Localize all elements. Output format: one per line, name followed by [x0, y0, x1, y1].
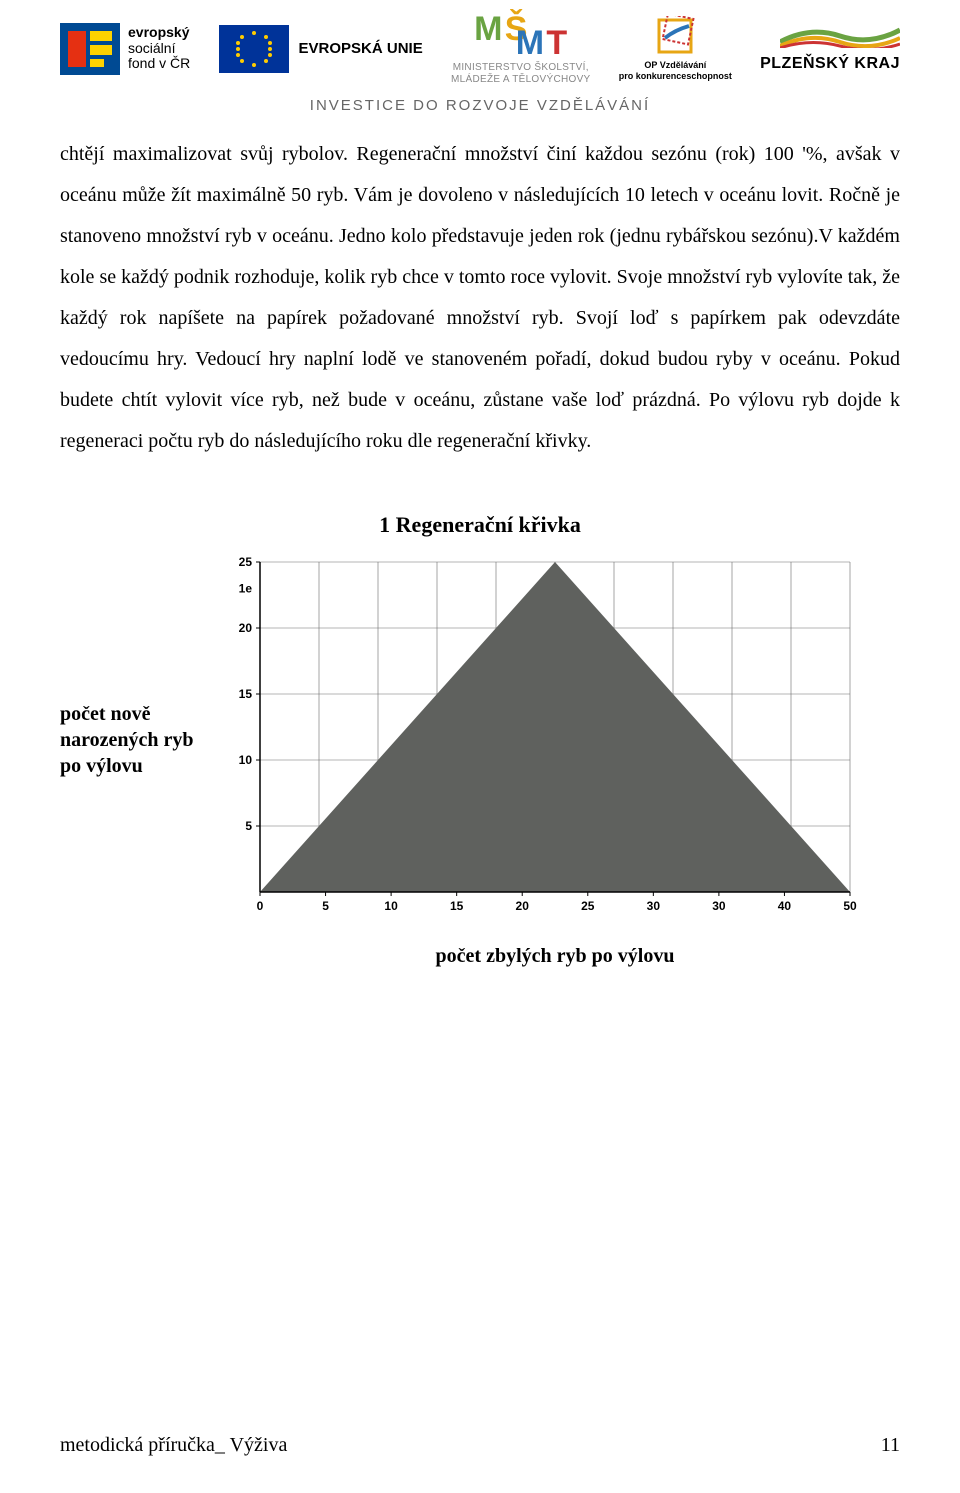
- msmt-line2: MLÁDEŽE A TĚLOVÝCHOVY: [451, 74, 591, 86]
- kraj-wave-icon: [780, 24, 900, 48]
- chart-ylabel: počet nově narozených ryb po výlovu: [60, 701, 210, 779]
- msmt-line1: MINISTERSTVO ŠKOLSTVÍ,: [451, 62, 591, 74]
- svg-text:40: 40: [778, 899, 792, 913]
- svg-text:25: 25: [239, 555, 253, 569]
- opv-icon: [655, 16, 695, 56]
- logo-kraj: PLZEŇSKÝ KRAJ: [760, 24, 900, 73]
- svg-text:5: 5: [322, 899, 329, 913]
- investice-tagline: INVESTICE DO ROZVOJE VZDĚLÁVÁNÍ: [60, 97, 900, 114]
- body-paragraph: chtějí maximalizovat svůj rybolov. Regen…: [60, 134, 900, 462]
- page: evropský sociální fond v ČR EVROPSKÁ UNI…: [0, 0, 960, 1493]
- logo-eu: EVROPSKÁ UNIE: [219, 25, 423, 73]
- svg-text:20: 20: [239, 621, 253, 635]
- svg-text:1e: 1e: [239, 581, 253, 595]
- svg-text:0: 0: [257, 899, 264, 913]
- opv-line1: OP Vzdělávání: [619, 60, 732, 70]
- esf-flag-icon: [60, 23, 120, 75]
- svg-text:25: 25: [581, 899, 595, 913]
- svg-text:30: 30: [712, 899, 726, 913]
- kraj-label: PLZEŇSKÝ KRAJ: [760, 55, 900, 73]
- svg-text:30: 30: [647, 899, 661, 913]
- svg-text:15: 15: [450, 899, 464, 913]
- svg-text:10: 10: [384, 899, 398, 913]
- svg-text:20: 20: [516, 899, 530, 913]
- svg-text:15: 15: [239, 687, 253, 701]
- eu-flag-icon: [219, 25, 289, 73]
- regeneration-chart: 5 10 15 20 25 1e 0 5 10 15 20 25 30 30 40 50: [220, 552, 900, 927]
- logo-esf: evropský sociální fond v ČR: [60, 23, 190, 75]
- opv-line2: pro konkurenceschopnost: [619, 71, 732, 81]
- msmt-icon: MŠ MT: [451, 12, 591, 60]
- chart-svg: 5 10 15 20 25 1e 0 5 10 15 20 25 30 30 40 50: [220, 552, 860, 922]
- esf-line2: sociální: [128, 41, 190, 56]
- header: evropský sociální fond v ČR EVROPSKÁ UNI…: [60, 0, 900, 91]
- svg-text:50: 50: [843, 899, 857, 913]
- esf-line3: fond v ČR: [128, 56, 190, 71]
- eu-label: EVROPSKÁ UNIE: [299, 40, 423, 57]
- chart-xlabel: počet zbylých ryb po výlovu: [60, 945, 900, 968]
- footer-left: metodická příručka_ Výživa: [60, 1434, 287, 1457]
- esf-text: evropský sociální fond v ČR: [128, 25, 190, 71]
- esf-line1: evropský: [128, 25, 190, 40]
- logo-opv: OP Vzdělávání pro konkurenceschopnost: [619, 16, 732, 81]
- svg-text:5: 5: [245, 819, 252, 833]
- chart-container: počet nově narozených ryb po výlovu 5 10 1…: [60, 552, 900, 927]
- footer-page: 11: [881, 1434, 900, 1457]
- chart-title: 1 Regenerační křivka: [60, 512, 900, 538]
- footer: metodická příručka_ Výživa 11: [60, 1434, 900, 1457]
- logo-msmt: MŠ MT MINISTERSTVO ŠKOLSTVÍ, MLÁDEŽE A T…: [451, 12, 591, 85]
- svg-text:10: 10: [239, 753, 253, 767]
